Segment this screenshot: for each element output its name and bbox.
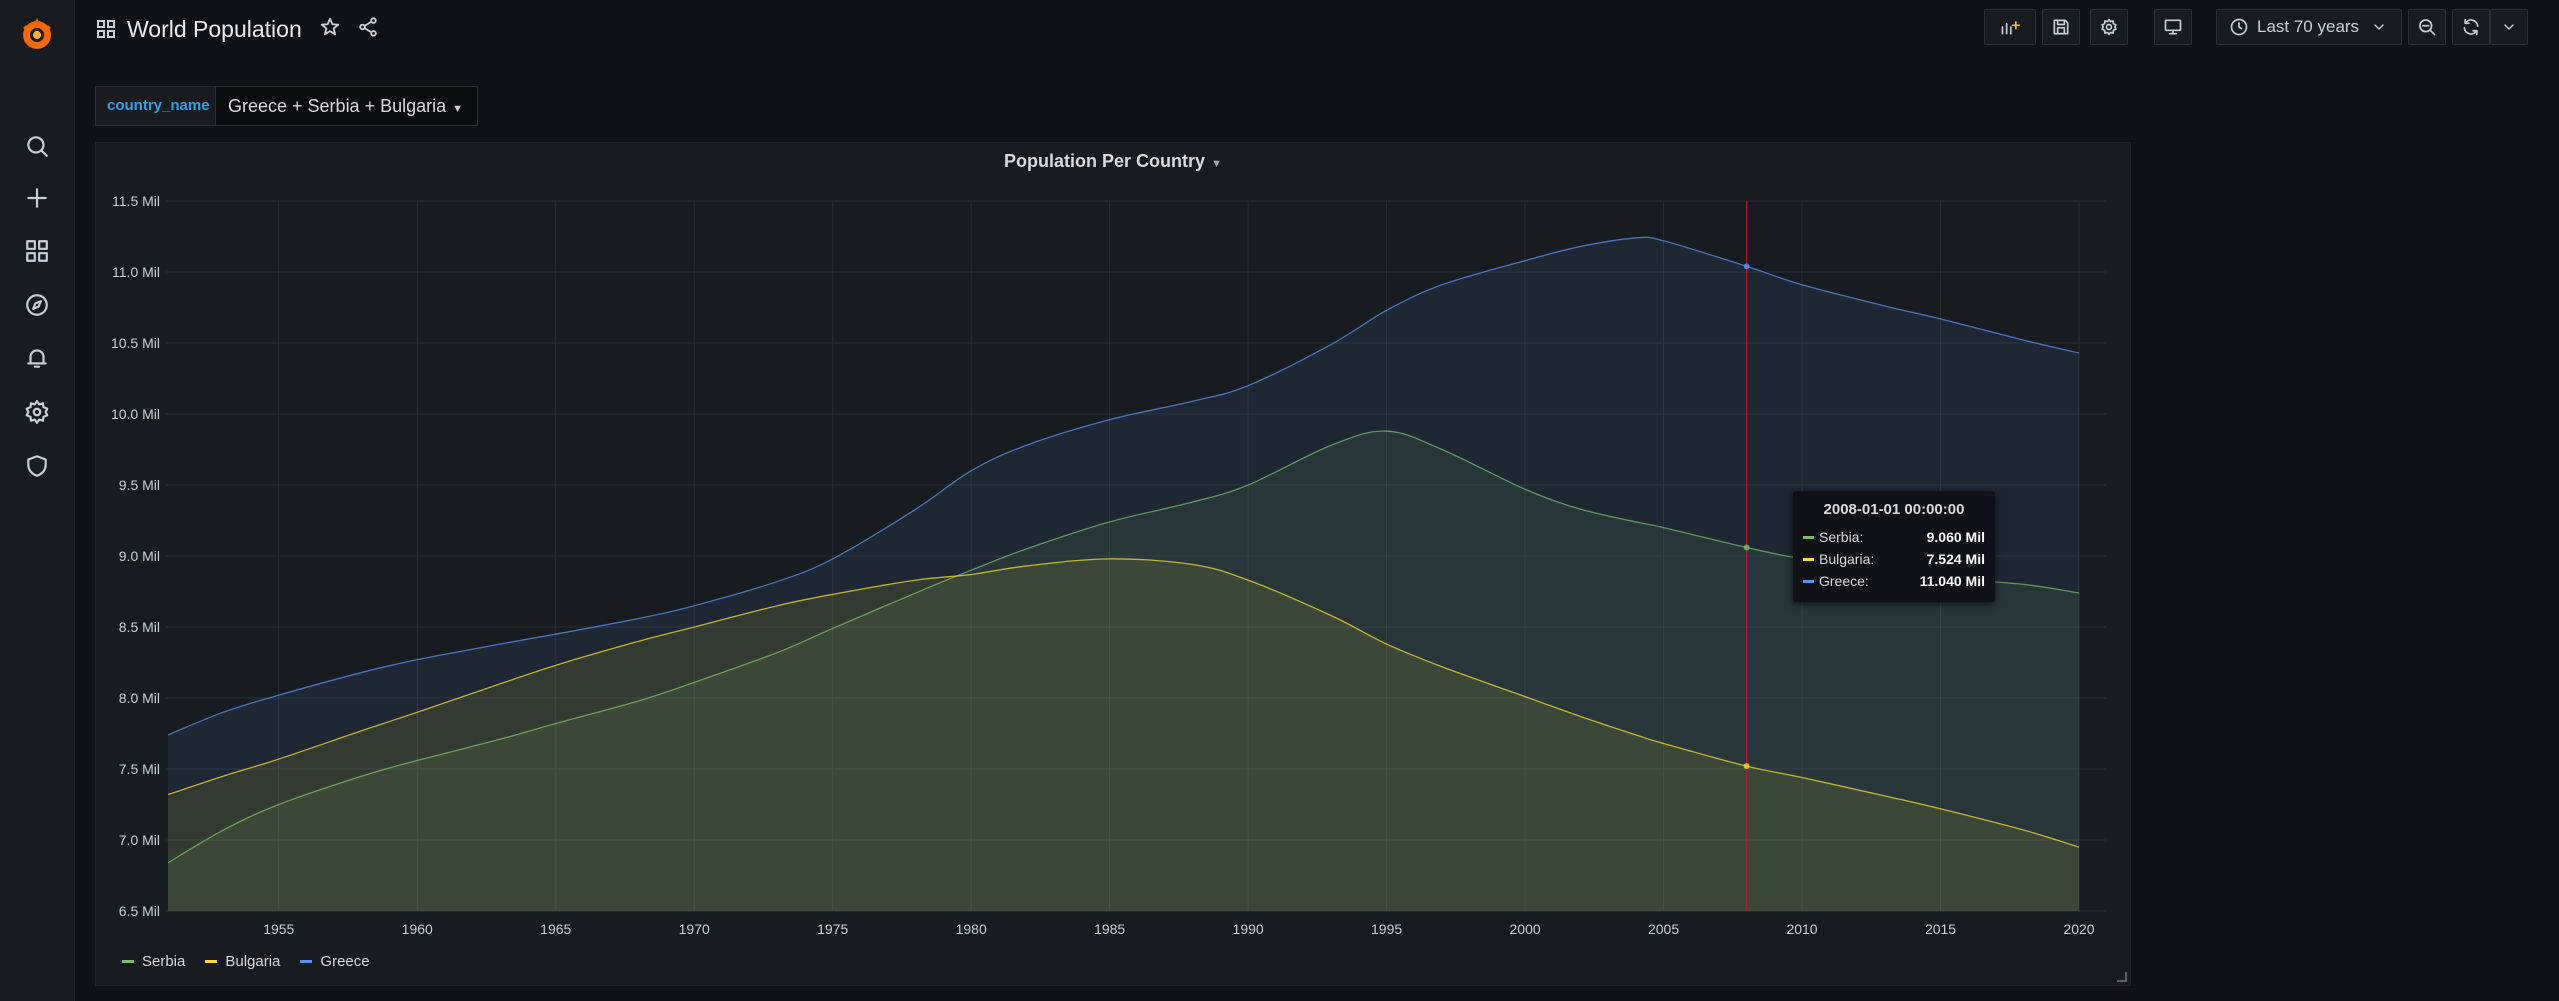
- side-menu: [0, 0, 75, 1001]
- panel-title[interactable]: Population Per Country ▼: [96, 151, 2130, 172]
- dashboard-settings-button[interactable]: [2090, 9, 2128, 45]
- dashboard-title[interactable]: World Population: [127, 16, 302, 42]
- x-tick-label: 1995: [1371, 921, 1402, 937]
- tooltip-series-value: 7.524 Mil: [1926, 551, 1985, 567]
- y-tick-label: 6.5 Mil: [119, 903, 160, 919]
- panel-resize-handle[interactable]: [2117, 972, 2127, 982]
- server-admin-shield-icon[interactable]: [23, 452, 51, 480]
- y-tick-label: 11.0 Mil: [112, 264, 160, 280]
- tooltip-series-swatch: [1803, 579, 1814, 583]
- x-tick-label: 1990: [1233, 921, 1264, 937]
- chevron-down-icon: [2504, 24, 2514, 30]
- x-tick-label: 2020: [2063, 921, 2094, 937]
- chart-tooltip: 2008-01-01 00:00:00 Serbia: 9.060 Mil Bulg…: [1793, 491, 1995, 602]
- x-tick-label: 1960: [402, 921, 433, 937]
- zoom-out-button[interactable]: [2408, 9, 2446, 45]
- hover-point-greece: [1743, 263, 1750, 270]
- graph-panel: 6.5 Mil 7.0 Mil 7.5 Mil 8.0 Mil 8.5 Mil 9.0 M…: [95, 142, 2131, 986]
- plus-icon[interactable]: [23, 184, 51, 212]
- star-icon[interactable]: [319, 16, 343, 40]
- population-chart[interactable]: 6.5 Mil 7.0 Mil 7.5 Mil 8.0 Mil 8.5 Mil 9.0 M…: [96, 143, 2132, 987]
- refresh-interval-dropdown[interactable]: [2490, 9, 2528, 45]
- series-area-bulgaria: [168, 558, 2079, 911]
- grafana-logo-icon[interactable]: [17, 14, 57, 54]
- y-tick-label: 11.5 Mil: [112, 193, 160, 209]
- legend-label: Greece: [320, 953, 370, 970]
- cycle-view-mode-button[interactable]: [2154, 9, 2192, 45]
- x-tick-label: 1975: [817, 921, 848, 937]
- tooltip-row: Bulgaria: 7.524 Mil: [1803, 548, 1985, 570]
- legend-item-serbia[interactable]: Serbia: [122, 953, 185, 970]
- tooltip-row: Serbia: 9.060 Mil: [1803, 526, 1985, 548]
- configuration-gear-icon[interactable]: [23, 398, 51, 426]
- chevron-down-icon: ▼: [452, 103, 464, 115]
- y-tick-label: 9.0 Mil: [119, 548, 160, 564]
- clock-icon: [2230, 18, 2248, 36]
- tooltip-series-value: 11.040 Mil: [1919, 573, 1985, 589]
- x-tick-label: 2000: [1510, 921, 1541, 937]
- tooltip-series-value: 9.060 Mil: [1926, 529, 1985, 545]
- tooltip-row: Greece: 11.040 Mil: [1803, 570, 1985, 592]
- time-range-label: Last 70 years: [2257, 17, 2360, 36]
- legend-label: Bulgaria: [225, 953, 281, 970]
- dashboard-navbar: World Population Last 70 years: [74, 0, 2559, 62]
- legend-item-greece[interactable]: Greece: [300, 953, 370, 970]
- refresh-button[interactable]: [2452, 9, 2490, 45]
- chevron-down-icon: ▼: [1211, 158, 1222, 170]
- y-tick-label: 9.5 Mil: [119, 477, 160, 493]
- x-tick-label: 1955: [263, 921, 294, 937]
- tooltip-series-name: Greece:: [1819, 573, 1869, 589]
- y-tick-label: 7.5 Mil: [119, 761, 160, 777]
- add-panel-button[interactable]: [1984, 9, 2036, 45]
- time-picker-button[interactable]: Last 70 years: [2216, 9, 2402, 45]
- x-tick-label: 1985: [1094, 921, 1125, 937]
- chart-legend: Serbia Bulgaria Greece: [122, 953, 370, 970]
- save-dashboard-button[interactable]: [2042, 9, 2080, 45]
- legend-swatch: [300, 960, 313, 963]
- series-line-bulgaria: [167, 558, 2080, 848]
- series-area-serbia: [168, 430, 2079, 911]
- y-tick-label: 8.5 Mil: [119, 619, 160, 635]
- tooltip-series-name: Bulgaria:: [1819, 551, 1875, 567]
- x-tick-label: 1965: [540, 921, 571, 937]
- series-line-serbia: [167, 430, 2080, 864]
- tooltip-time: 2008-01-01 00:00:00: [1823, 501, 1965, 518]
- chevron-down-icon: [2374, 24, 2384, 30]
- variable-label: country_name: [95, 86, 222, 126]
- variable-value: Greece + Serbia + Bulgaria: [228, 96, 447, 116]
- tooltip-series-swatch: [1803, 535, 1814, 539]
- tooltip-series-name: Serbia:: [1819, 529, 1864, 545]
- y-tick-label: 7.0 Mil: [119, 832, 160, 848]
- x-tick-label: 2005: [1648, 921, 1679, 937]
- search-icon[interactable]: [23, 132, 51, 160]
- y-tick-label: 10.0 Mil: [111, 406, 160, 422]
- x-tick-label: 1980: [956, 921, 987, 937]
- legend-swatch: [122, 960, 134, 963]
- x-tick-label: 2015: [1925, 921, 1956, 937]
- legend-label: Serbia: [142, 953, 186, 970]
- tooltip-series-swatch: [1803, 557, 1814, 561]
- panel-title-text: Population Per Country: [1004, 151, 1206, 171]
- series-area-greece: [168, 237, 2079, 912]
- variable-value-select[interactable]: Greece + Serbia + Bulgaria ▼: [215, 86, 479, 126]
- dashboards-icon[interactable]: [23, 237, 51, 265]
- share-icon[interactable]: [357, 16, 381, 40]
- explore-compass-icon[interactable]: [23, 291, 51, 319]
- hover-point-serbia: [1743, 544, 1750, 551]
- legend-swatch: [205, 960, 218, 963]
- x-tick-label: 1970: [679, 921, 710, 937]
- legend-item-bulgaria[interactable]: Bulgaria: [205, 953, 280, 970]
- hover-point-bulgaria: [1743, 763, 1750, 770]
- y-tick-label: 10.5 Mil: [111, 335, 160, 351]
- y-tick-label: 8.0 Mil: [119, 690, 160, 706]
- alerting-bell-icon[interactable]: [23, 344, 51, 372]
- x-tick-label: 2010: [1786, 921, 1817, 937]
- dashboard-grid-icon: [96, 19, 116, 39]
